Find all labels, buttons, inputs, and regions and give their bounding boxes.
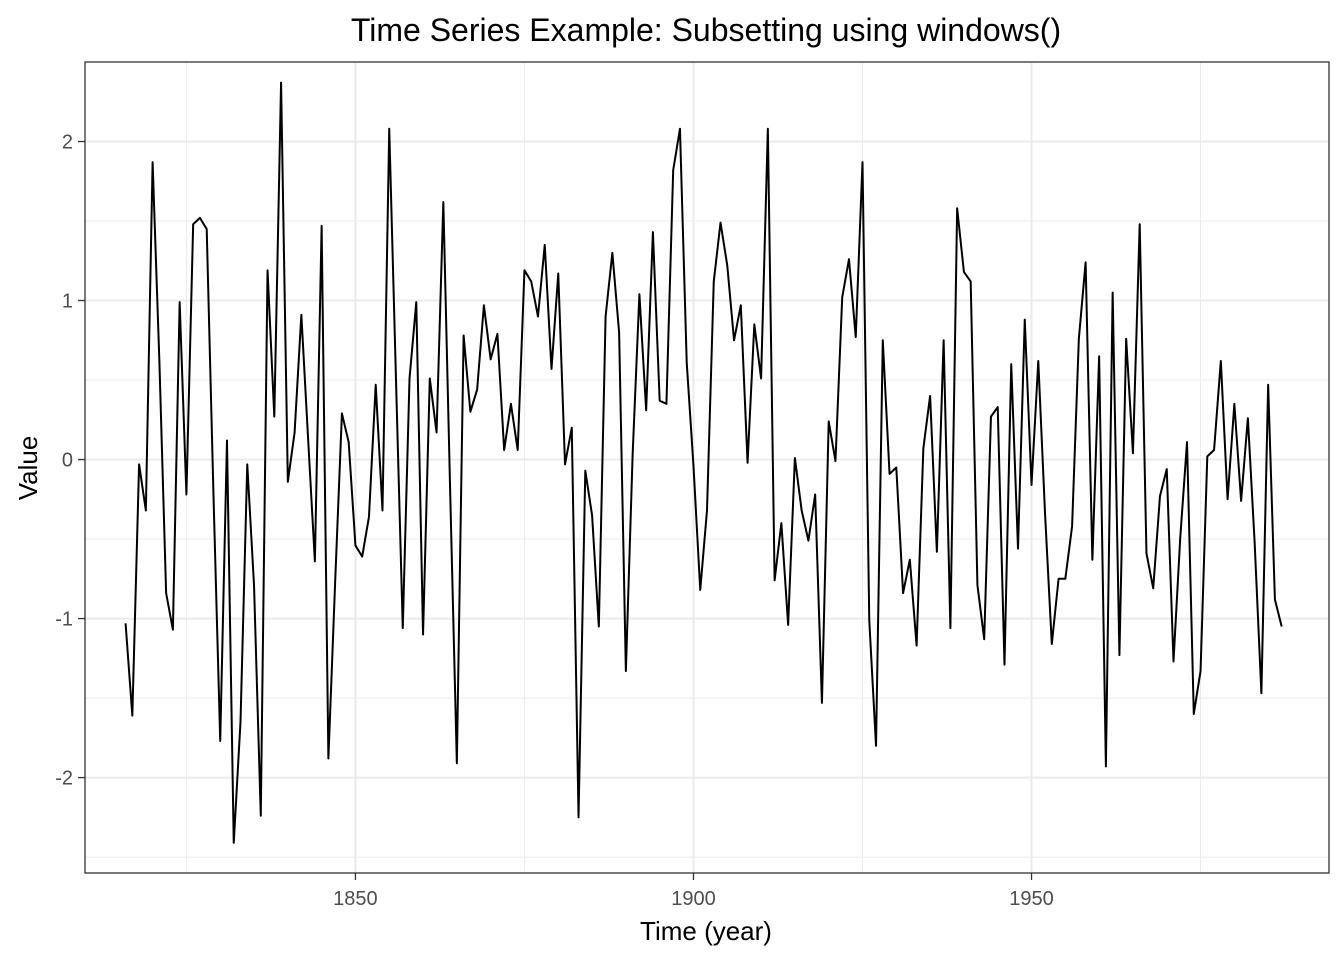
- y-tick-label: -2: [55, 768, 73, 790]
- y-axis-title: Value: [13, 436, 43, 501]
- y-tick-label: -1: [55, 609, 73, 631]
- x-tick-label: 1850: [333, 888, 378, 910]
- chart-title: Time Series Example: Subsetting using wi…: [351, 12, 1061, 48]
- x-axis: 1850 1900 1950: [333, 873, 1054, 910]
- x-axis-title: Time (year): [640, 916, 772, 946]
- y-axis: -2 -1 0 1 2: [55, 132, 85, 790]
- x-tick-label: 1900: [671, 888, 716, 910]
- y-tick-label: 2: [62, 132, 73, 154]
- plot-panel: [85, 62, 1329, 873]
- y-tick-label: 0: [62, 450, 73, 472]
- x-tick-label: 1950: [1009, 888, 1054, 910]
- panel-border: [84, 61, 1330, 874]
- y-tick-label: 1: [62, 291, 73, 313]
- series-line: [124, 81, 1283, 844]
